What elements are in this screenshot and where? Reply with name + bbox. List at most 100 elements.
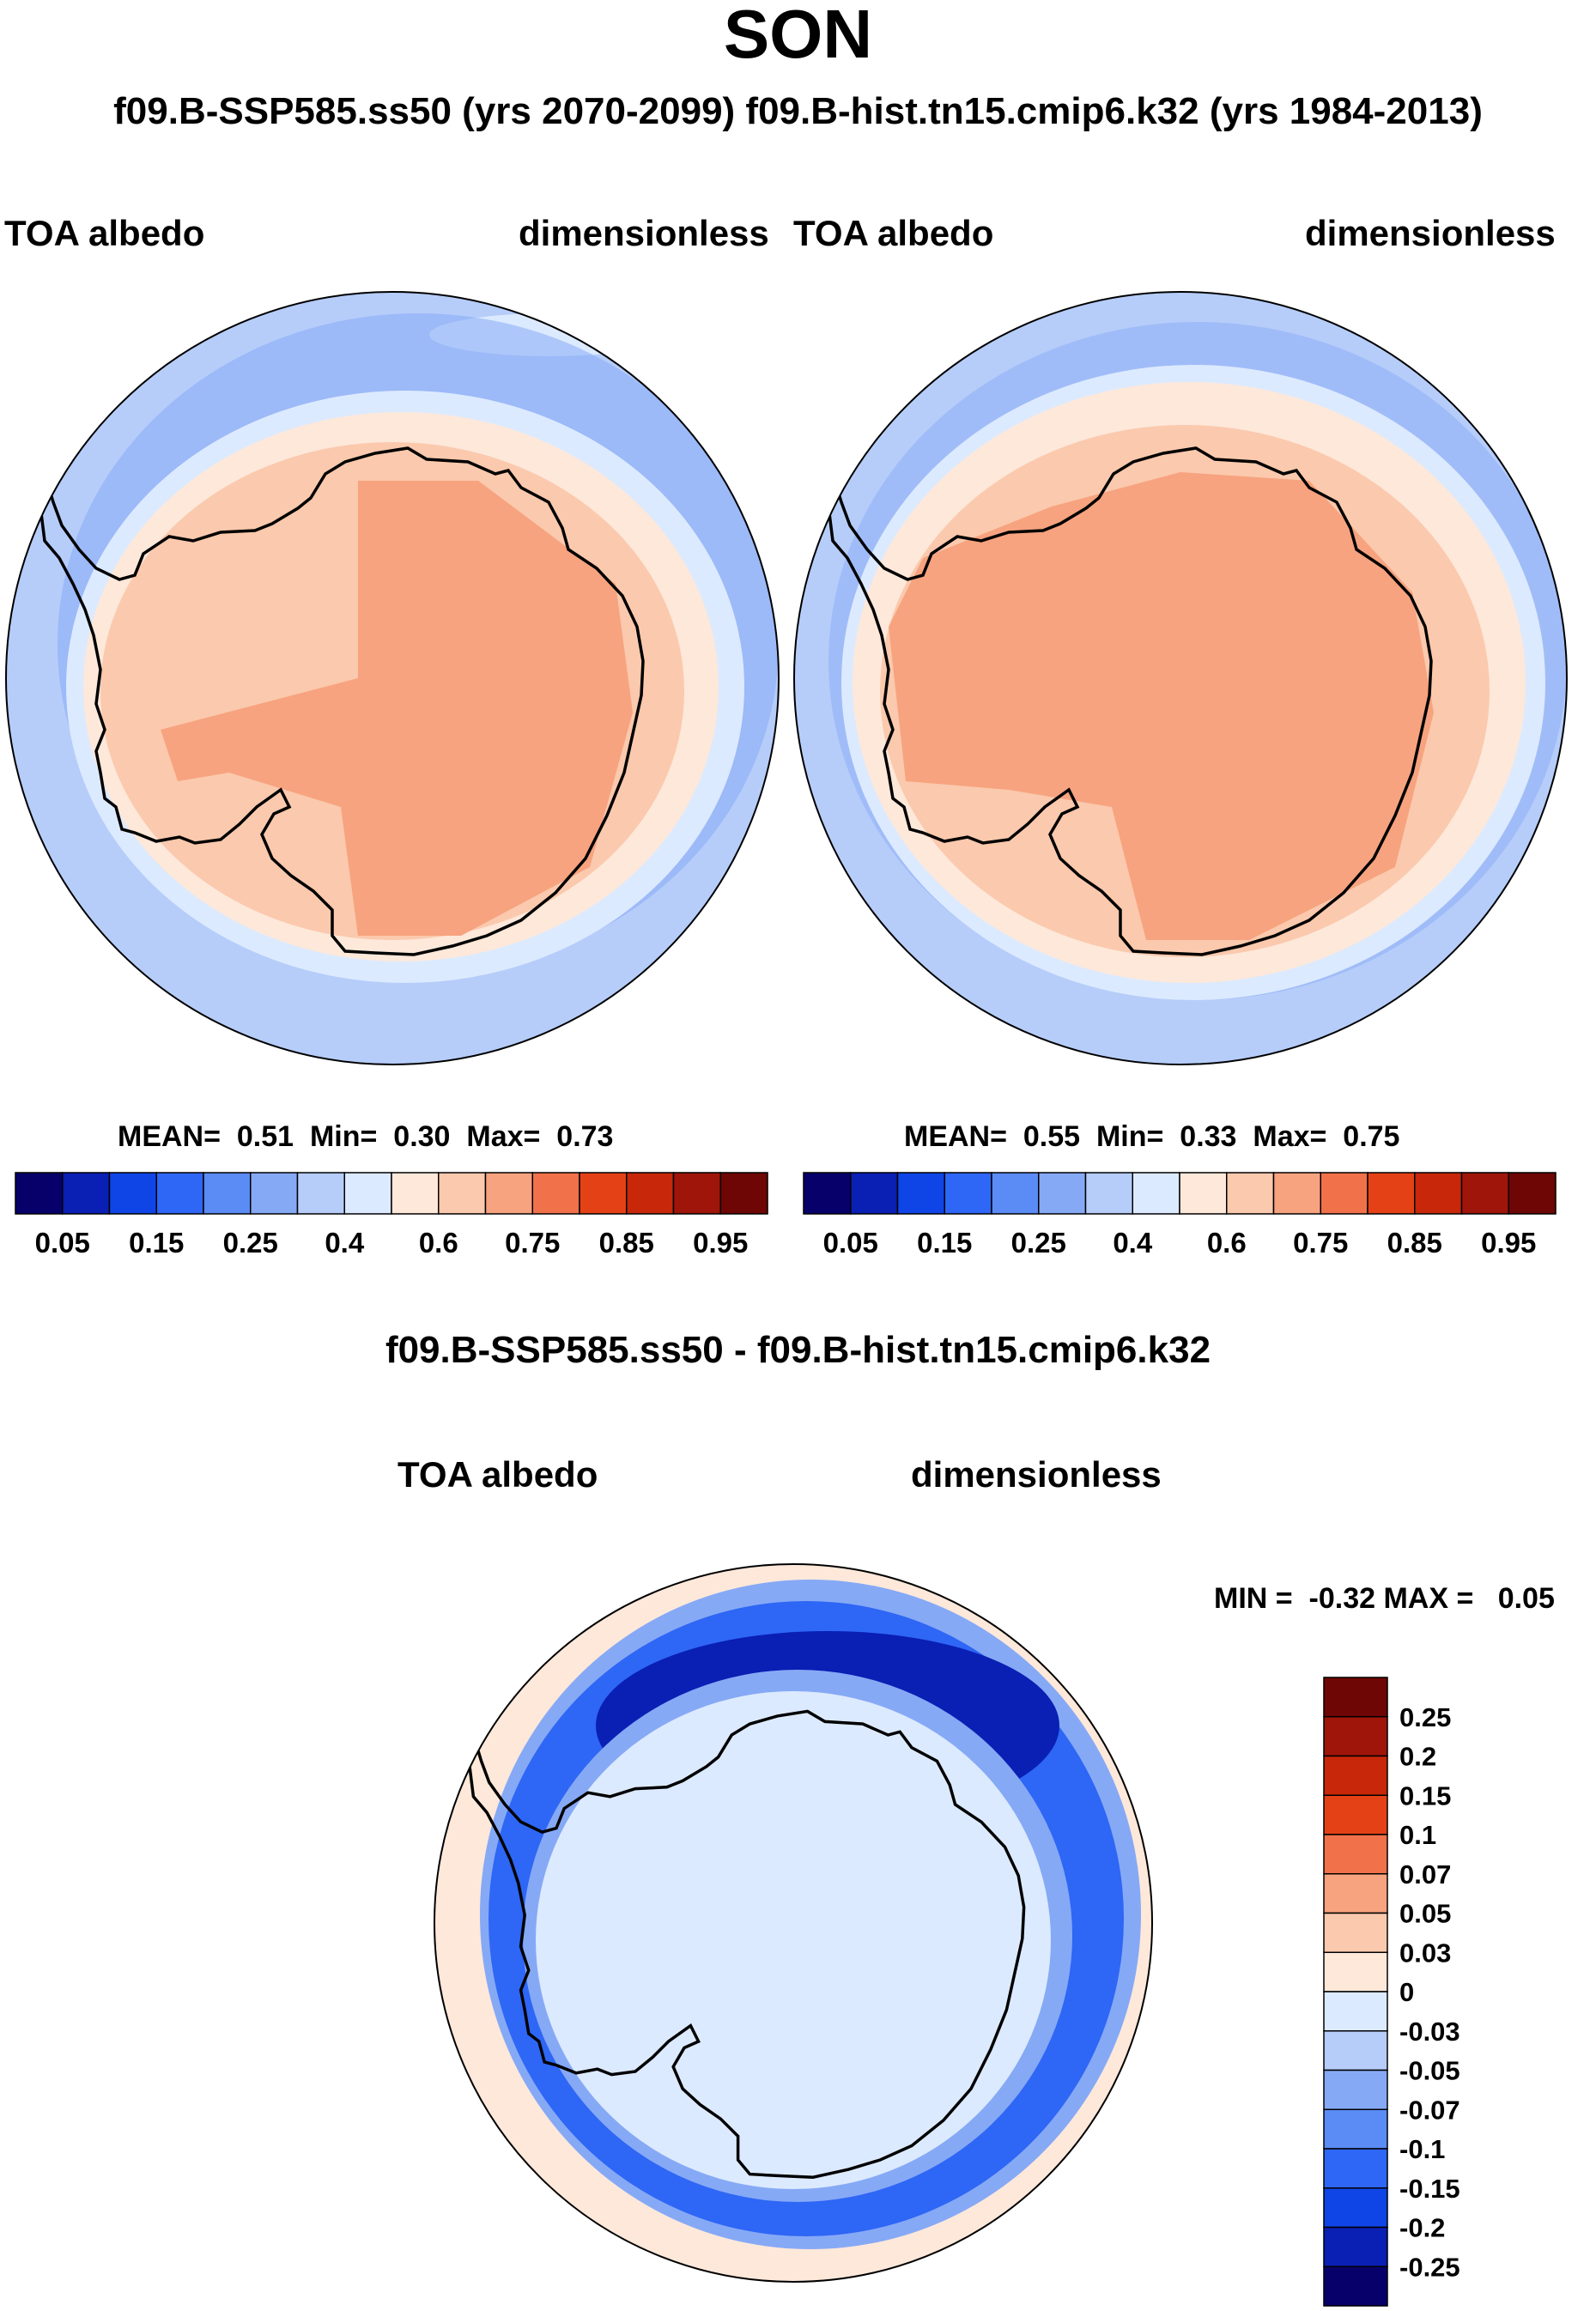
colorbar-tick-label: 0.6 [419,1227,458,1259]
min-value: 0.33 [1180,1120,1237,1153]
colorbar-tick-label: 0.85 [599,1227,654,1259]
mean-label: MEAN= [904,1120,1007,1153]
colorbar-tick-label: -0.15 [1399,2174,1460,2204]
colorbar-left: 0.05 0.15 0.25 0.4 0.6 0.75 0.85 0.95 [15,1172,768,1259]
colorbar-tick-label: 0.15 [129,1227,184,1259]
colorbar-tick-label: 0.2 [1399,1742,1436,1772]
continent-high-albedo [889,472,1434,940]
colorbar-swatch [296,1172,345,1215]
colorbar-swatch [203,1172,252,1215]
max-label: MAX = [1383,1582,1474,1615]
max-value: 0.75 [1343,1120,1400,1153]
difference-range: MIN = -0.32 MAX = 0.05 [1214,1582,1555,1616]
colorbar-swatch [108,1172,157,1215]
colorbar-swatch [1323,1716,1388,1757]
colorbar-swatch [1084,1172,1133,1215]
colorbar-swatch [1414,1172,1463,1215]
min-label: Min= [309,1120,378,1153]
map-border [434,1563,1153,2283]
colorbar-swatch [1320,1172,1368,1215]
difference-variable: TOA albedo [397,1454,598,1495]
panel-right-units: dimensionless [1305,213,1556,253]
min-value: -0.32 [1308,1582,1376,1615]
colorbar-swatch [1323,2108,1388,2150]
colorbar-difference: 0.25 0.2 0.15 0.1 0.07 0.05 0.03 0 -0.03 -0.05 -0.… [1323,1677,1460,2307]
colorbar-swatch [1323,1951,1388,1993]
difference-units: dimensionless [911,1454,1162,1495]
colorbar-swatch [579,1172,628,1215]
map-hist [793,291,1568,1065]
diff-inner-region [536,1691,1051,2189]
max-label: Max= [1253,1120,1327,1153]
colorbar-tick-label: -0.03 [1399,2017,1460,2047]
map-difference [434,1563,1153,2283]
map-ssp585 [5,291,780,1065]
colorbar-swatch [1038,1172,1087,1215]
colorbar-tick-label: 0.85 [1387,1227,1442,1259]
colorbar-swatch [896,1172,945,1215]
colorbar-swatch [1460,1172,1509,1215]
colorbar-tick-label: 0.1 [1399,1820,1436,1850]
colorbar-swatch [1323,2069,1388,2110]
colorbar-swatch [438,1172,487,1215]
panel-left-units: dimensionless [519,213,769,253]
colorbar-swatch [944,1172,992,1215]
panel-left-variable: TOA albedo [4,213,205,253]
colorbar-swatch [1323,2266,1388,2307]
max-value: 0.05 [1497,1582,1555,1615]
colorbar-right: 0.05 0.15 0.25 0.4 0.6 0.75 0.85 0.95 [803,1172,1557,1259]
colorbar-tick-label: 0.05 [35,1227,90,1259]
colorbar-swatch [1323,1794,1388,1835]
colorbar-swatch [1179,1172,1228,1215]
colorbar-tick-label: 0.15 [917,1227,972,1259]
colorbar-swatch [1367,1172,1416,1215]
colorbar-tick-label: 0.95 [693,1227,748,1259]
colorbar-swatch [1323,1755,1388,1796]
colorbar-swatch [1226,1172,1275,1215]
case-names-line: f09.B-SSP585.ss50 (yrs 2070-2099) f09.B-… [113,90,1483,132]
colorbar-swatch [991,1172,1040,1215]
colorbar-tick-label: -0.05 [1399,2056,1460,2086]
colorbar-swatch [391,1172,440,1215]
colorbar-tick-label: 0.07 [1399,1859,1451,1889]
colorbar-swatch [850,1172,899,1215]
colorbar-tick-label: 0.15 [1399,1780,1451,1811]
colorbar-tick-label: 0.25 [1399,1702,1451,1732]
min-value: 0.30 [393,1120,451,1153]
colorbar-swatch [1323,1834,1388,1875]
colorbar-swatch [62,1172,111,1215]
colorbar-swatch [1323,2226,1388,2267]
colorbar-tick-label: -0.25 [1399,2252,1460,2282]
colorbar-tick-label: -0.1 [1399,2134,1445,2164]
colorbar-tick-label: -0.2 [1399,2213,1445,2243]
map-border [793,291,1568,1065]
colorbar-swatch [1323,2187,1388,2229]
colorbar-swatch [1132,1172,1180,1215]
colorbar-tick-label: 0.25 [1011,1227,1066,1259]
panel-right-stats: MEAN= 0.55 Min= 0.33 Max= 0.75 [904,1120,1399,1154]
colorbar-tick-label: 0.4 [325,1227,365,1259]
panel-left-stats: MEAN= 0.51 Min= 0.30 Max= 0.73 [118,1120,613,1154]
colorbar-swatch [672,1172,721,1215]
colorbar-tick-label: 0.95 [1481,1227,1536,1259]
colorbar-tick-label: 0.4 [1113,1227,1153,1259]
max-value: 0.73 [556,1120,614,1153]
colorbar-swatch [155,1172,204,1215]
colorbar-tick-label: -0.07 [1399,2095,1460,2125]
colorbar-swatch [1323,2148,1388,2189]
mean-value: 0.55 [1023,1120,1081,1153]
colorbar-swatch [1323,1991,1388,2032]
colorbar-tick-label: 0.75 [1293,1227,1348,1259]
colorbar-tick-label: 0.05 [823,1227,878,1259]
colorbar-swatch [719,1172,768,1215]
colorbar-tick-label: 0.6 [1207,1227,1247,1259]
colorbar-swatch [803,1172,852,1215]
colorbar-swatch [1508,1172,1557,1215]
colorbar-tick-label: 0.75 [505,1227,560,1259]
colorbar-tick-label: 0.05 [1399,1899,1451,1929]
colorbar-swatch [15,1172,64,1215]
colorbar-tick-label: 0 [1399,1977,1414,2007]
colorbar-swatch [1323,1912,1388,1953]
colorbar-swatch [343,1172,392,1215]
